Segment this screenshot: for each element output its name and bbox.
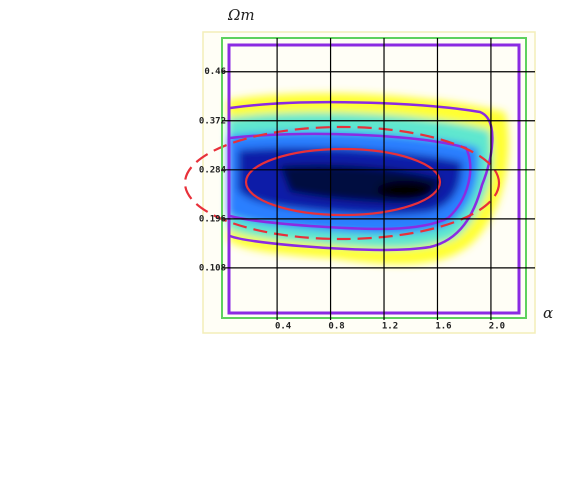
- y-tick-label: 0.108: [199, 263, 226, 273]
- inner-contour: [229, 132, 472, 231]
- prior-box: [227, 43, 521, 315]
- contours: [183, 100, 501, 252]
- y-tick-label: 0.46: [204, 67, 226, 77]
- density-map: [228, 93, 509, 265]
- x-tick-label: 2.0: [489, 322, 505, 332]
- x-axis-label: α: [543, 304, 553, 322]
- y-tick-label: 0.196: [199, 214, 226, 224]
- y-axis-label: Ωm: [227, 6, 255, 24]
- ellipse-1sigma: [244, 147, 442, 217]
- outer-box: [221, 37, 527, 319]
- x-tick-label: 1.6: [435, 322, 451, 332]
- outer-contour: [229, 100, 494, 252]
- x-tick-label: 1.2: [382, 322, 398, 332]
- ellipse-2sigma: [183, 125, 501, 241]
- x-tick-label: 0.4: [275, 322, 292, 332]
- y-tick-label: 0.284: [199, 165, 227, 175]
- y-tick-label: 0.372: [199, 116, 226, 126]
- axes: 0.4 0.8 1.2 1.6 2.0 0.108 0.196 0.284 0.372 0.46: [199, 38, 535, 332]
- x-tick-label: 0.8: [328, 322, 344, 332]
